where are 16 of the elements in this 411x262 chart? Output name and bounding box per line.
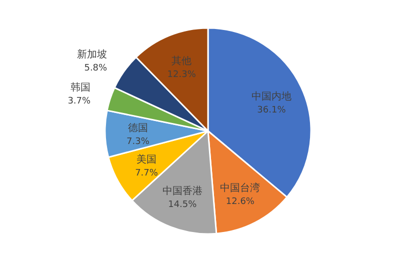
slice-label: 美国 [136,154,157,166]
slice-label: 其他 [172,55,192,68]
slice-label: 中国台湾 [220,182,260,194]
data-label: 36.1% [257,105,286,116]
data-label: 12.6% [226,197,255,208]
data-label: 3.7% [68,96,92,106]
data-label: 12.3% [167,70,196,80]
data-label: 5.8% [84,64,108,74]
slice-label: 中国香港 [162,185,202,198]
slice-label: 新加坡 [77,48,108,61]
data-label: 7.7% [135,168,158,179]
data-label: 7.3% [126,136,150,147]
slice-label: 中国内地 [251,90,292,102]
data-label: 14.5% [168,200,198,210]
slice-label: 德国 [128,122,148,134]
slice-label: 韩国 [70,81,91,94]
